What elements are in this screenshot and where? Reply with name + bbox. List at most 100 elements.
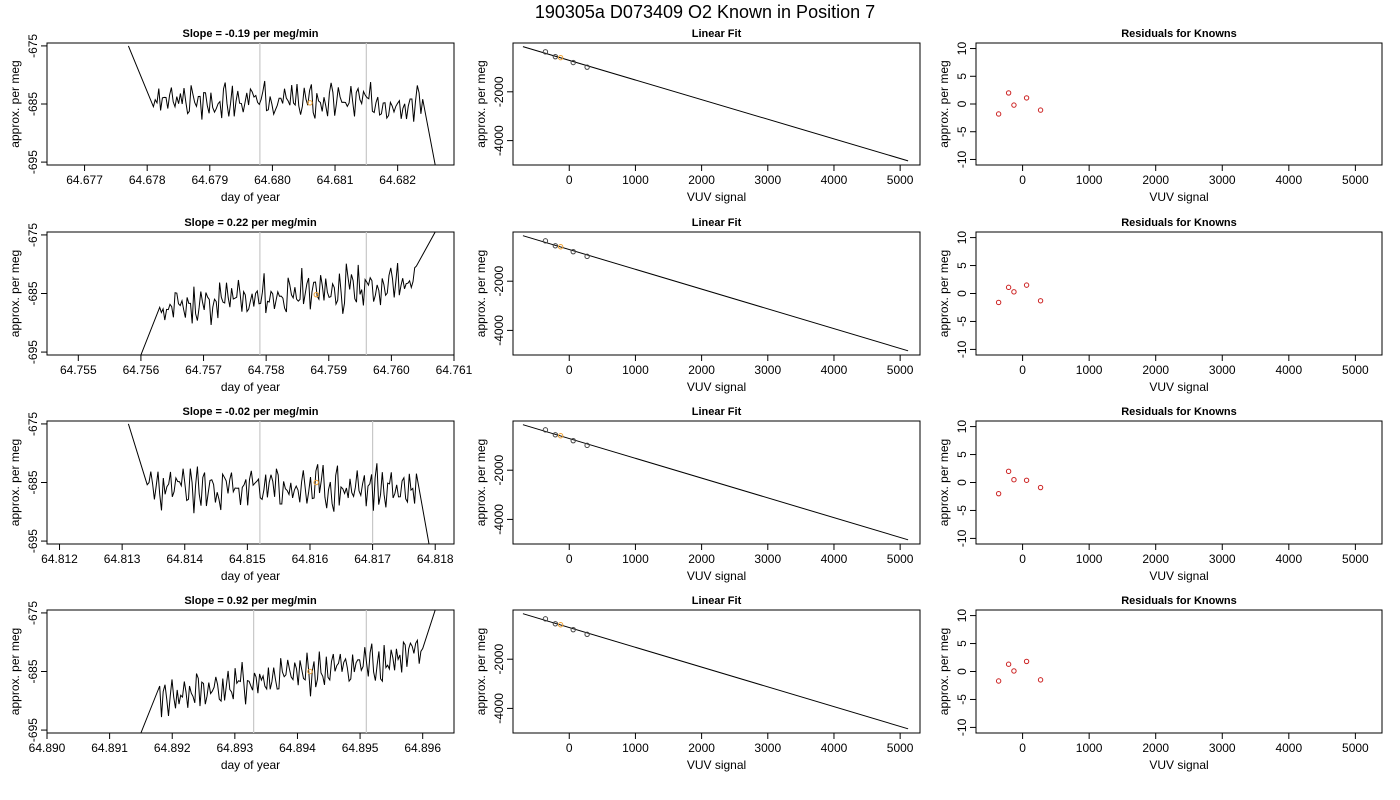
panel-title: Residuals for Knowns [1121, 217, 1237, 229]
y-tick-label: -685 [26, 92, 40, 116]
data-point [557, 433, 564, 439]
y-tick-label: -5 [955, 694, 969, 705]
x-axis-label: VUV signal [1149, 569, 1208, 583]
plot-frame [46, 231, 455, 356]
y-tick-label: -10 [955, 529, 969, 547]
plot-frame [46, 42, 455, 166]
x-axis-label: day of year [221, 190, 280, 204]
x-tick-label: 64.895 [342, 741, 379, 755]
x-tick-label: 4000 [1275, 173, 1302, 187]
residual-point [995, 490, 1002, 497]
y-tick-label: -675 [26, 412, 40, 436]
y-tick-label: -4000 [492, 125, 506, 156]
y-tick-label: -2000 [492, 455, 506, 486]
x-tick-label: 3000 [1209, 363, 1236, 377]
plot-frame [512, 420, 921, 545]
x-tick-label: 5000 [887, 552, 914, 566]
y-axis-label: approx. per meg [474, 439, 488, 526]
plot-frame [512, 42, 921, 166]
plot-frame [975, 42, 1383, 166]
y-tick-label: 5 [955, 262, 969, 269]
y-tick-label: -4000 [492, 504, 506, 535]
panel-title: Linear Fit [692, 595, 742, 607]
y-axis-label: approx. per meg [937, 628, 951, 715]
x-tick-label: 64.894 [279, 741, 316, 755]
x-tick-label: 64.890 [29, 741, 66, 755]
x-tick-label: 4000 [1275, 363, 1302, 377]
y-tick-label: 10 [955, 231, 969, 245]
y-tick-label: -4000 [492, 693, 506, 724]
x-tick-label: 1000 [1076, 552, 1103, 566]
x-tick-label: 64.755 [60, 363, 97, 377]
mean-marker [307, 100, 313, 106]
residual-point [1023, 95, 1030, 101]
y-tick-label: 0 [955, 100, 969, 107]
panel-title: Linear Fit [692, 406, 742, 418]
x-tick-label: 64.682 [379, 173, 416, 187]
y-tick-label: -4000 [492, 315, 506, 346]
x-tick-label: 64.893 [216, 741, 253, 755]
x-axis-label: VUV signal [1149, 190, 1208, 204]
plot-frame [46, 420, 455, 545]
y-tick-label: -695 [26, 150, 40, 174]
x-tick-label: 0 [566, 363, 573, 377]
chart-panel: Slope = -0.19 per meg/min 64.677 64.678 64.… [8, 28, 455, 204]
x-axis-label: VUV signal [687, 380, 746, 394]
y-tick-label: -685 [26, 659, 40, 683]
plot-frame [975, 609, 1383, 734]
data-point [584, 442, 590, 449]
x-tick-label: 5000 [1342, 741, 1369, 755]
chart-panel: Linear Fit 0 1000 2000 3000 4000 5000 -2000 -400… [474, 217, 921, 394]
x-tick-label: 1000 [622, 552, 649, 566]
x-tick-label: 3000 [754, 363, 781, 377]
x-axis-label: VUV signal [687, 758, 746, 772]
mean-marker [307, 668, 313, 675]
data-point [570, 59, 576, 66]
y-tick-label: -695 [26, 529, 40, 553]
x-tick-label: 64.816 [292, 552, 329, 566]
x-tick-label: 5000 [1342, 552, 1369, 566]
y-tick-label: -685 [26, 470, 40, 494]
data-point [552, 243, 559, 249]
data-point [570, 626, 576, 633]
x-tick-label: 0 [566, 173, 573, 187]
y-tick-label: -5 [955, 126, 969, 137]
x-tick-label: 64.757 [185, 363, 222, 377]
x-tick-label: 1000 [622, 363, 649, 377]
y-axis-label: approx. per meg [937, 60, 951, 147]
data-point [542, 49, 549, 55]
x-tick-label: 64.759 [310, 363, 347, 377]
y-axis-label: approx. per meg [8, 60, 22, 147]
x-tick-label: 2000 [1142, 363, 1169, 377]
x-tick-label: 0 [1019, 741, 1026, 755]
y-tick-label: -2000 [492, 76, 506, 107]
residual-point [1011, 668, 1017, 674]
residual-point [1011, 289, 1017, 295]
residual-point [1005, 284, 1012, 291]
y-axis-label: approx. per meg [474, 60, 488, 147]
x-tick-label: 2000 [1142, 173, 1169, 187]
fit-line [522, 613, 909, 730]
x-tick-label: 64.815 [229, 552, 266, 566]
y-tick-label: -5 [955, 505, 969, 516]
x-tick-label: 64.812 [41, 552, 78, 566]
residual-point [995, 678, 1002, 684]
x-tick-label: 5000 [887, 741, 914, 755]
x-tick-label: 64.813 [104, 552, 141, 566]
x-tick-label: 64.679 [191, 173, 228, 187]
y-tick-label: 0 [955, 290, 969, 297]
x-axis-label: day of year [221, 569, 280, 583]
y-tick-label: 5 [955, 73, 969, 80]
x-tick-label: 3000 [754, 173, 781, 187]
y-tick-label: -675 [26, 223, 40, 247]
x-tick-label: 0 [1019, 363, 1026, 377]
y-tick-label: -685 [26, 281, 40, 305]
x-tick-label: 64.891 [91, 741, 128, 755]
x-tick-label: 0 [1019, 552, 1026, 566]
y-axis-label: approx. per meg [474, 250, 488, 337]
x-axis-label: VUV signal [1149, 758, 1208, 772]
y-tick-label: -10 [955, 718, 969, 736]
residual-point [1037, 677, 1044, 683]
y-tick-label: 5 [955, 640, 969, 647]
chart-panel: Linear Fit 0 1000 2000 3000 4000 5000 -2000 -400… [474, 406, 921, 583]
